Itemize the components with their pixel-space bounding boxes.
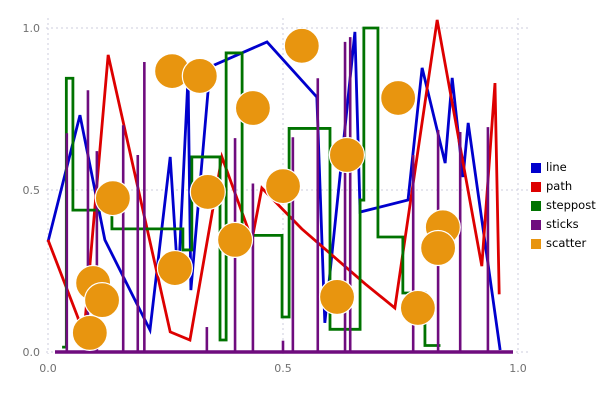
legend-swatch-path-icon <box>531 181 541 192</box>
series-scatter-marker-2 <box>234 89 272 127</box>
series-scatter-marker-9 <box>216 221 254 258</box>
legend-swatch-steppost-icon <box>531 200 541 211</box>
legend-swatch-line-icon <box>531 162 541 173</box>
y-tick-label-2: 1.0 <box>23 22 41 35</box>
legend-label-scatter: scatter <box>546 236 587 250</box>
series-scatter-marker-8 <box>94 180 131 217</box>
series-scatter-marker-6 <box>264 168 302 205</box>
legend-swatch-scatter-icon <box>531 238 541 249</box>
series-scatter-marker-7 <box>189 173 226 211</box>
series-scatter-marker-12 <box>83 282 121 319</box>
series-scatter-marker-15 <box>399 289 436 327</box>
legend-label-path: path <box>546 179 573 193</box>
legend-label-sticks: sticks <box>546 217 579 231</box>
legend-label-steppost: steppost <box>546 198 596 212</box>
y-tick-label-0: 0.0 <box>23 346 41 359</box>
series-scatter-marker-1 <box>181 57 218 95</box>
legend-item-scatter: scatter <box>531 237 596 250</box>
series-scatter-marker-17 <box>420 229 457 267</box>
series-scatter-marker-3 <box>283 27 320 64</box>
x-tick-label-2: 1.0 <box>509 362 527 375</box>
legend-label-line: line <box>546 160 567 174</box>
legend-item-line: line <box>531 161 596 174</box>
y-tick-label-1: 0.5 <box>23 184 41 197</box>
legend-item-sticks: sticks <box>531 218 596 231</box>
x-tick-label-1: 0.5 <box>274 362 292 375</box>
series-scatter-marker-5 <box>328 136 366 174</box>
legend: line path steppost sticks scatter <box>531 161 596 250</box>
legend-item-path: path <box>531 180 596 193</box>
series-scatter-marker-4 <box>380 79 417 117</box>
legend-item-steppost: steppost <box>531 199 596 212</box>
series-scatter-marker-14 <box>318 278 356 316</box>
series-steppost <box>62 26 441 349</box>
series-scatter-marker-10 <box>156 249 193 287</box>
series-scatter-marker-13 <box>71 314 108 351</box>
legend-swatch-sticks-icon <box>531 219 541 230</box>
x-tick-label-0: 0.0 <box>39 362 57 375</box>
